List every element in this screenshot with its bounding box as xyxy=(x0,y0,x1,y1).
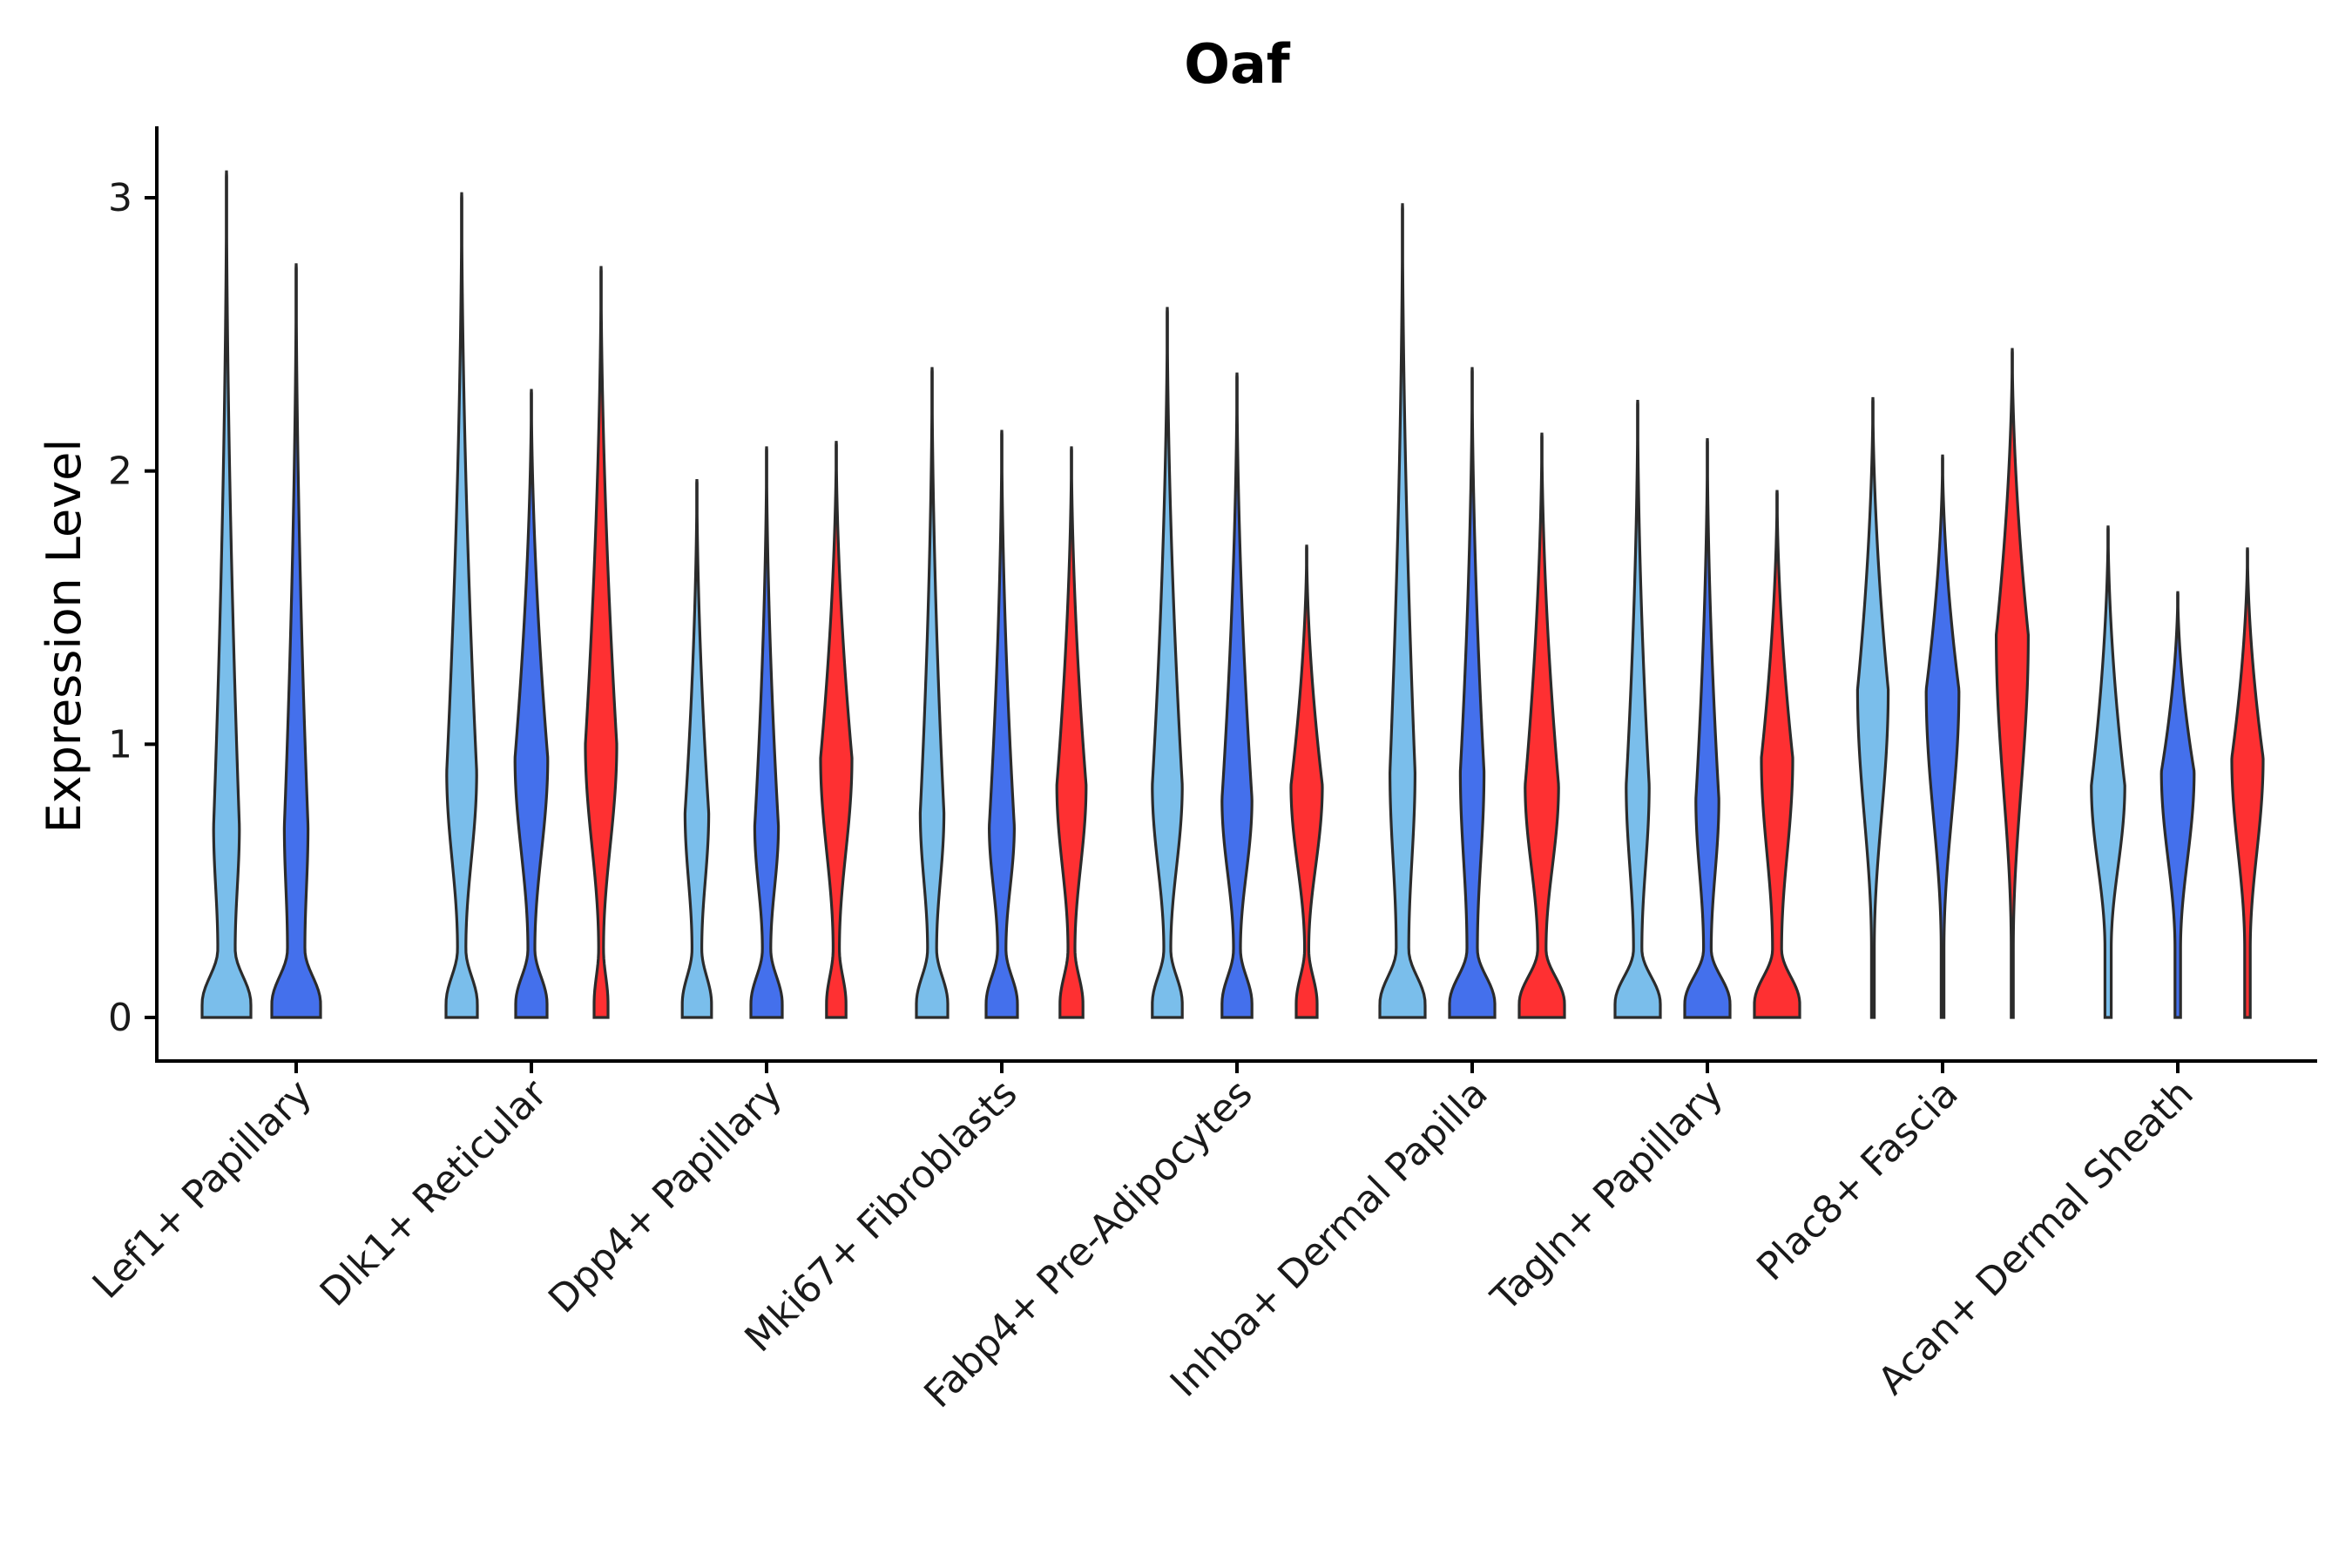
violin-acan-dermal-sheath-3 xyxy=(2230,547,2265,1019)
y-axis-title: Expression Level xyxy=(37,439,91,834)
y-tick-label: 0 xyxy=(108,996,132,1040)
x-tick-label-plac8-fascia: Plac8+ Fascia xyxy=(1748,1071,1967,1290)
violin-acan-dermal-sheath-2 xyxy=(2159,591,2196,1019)
x-tick-label-dpp4-papillary: Dpp4+ Papillary xyxy=(540,1071,791,1322)
violin-inhba-dermal-papilla-3 xyxy=(1517,432,1566,1019)
violin-dlk1-reticular-3 xyxy=(584,266,618,1019)
violin-dpp4-papillary-2 xyxy=(749,446,784,1019)
violin-inhba-dermal-papilla-2 xyxy=(1448,367,1497,1019)
violin-dlk1-reticular-1 xyxy=(444,192,479,1019)
y-tick-label: 3 xyxy=(108,176,132,220)
x-tick-label-lef1-papillary: Lef1+ Papillary xyxy=(84,1071,321,1308)
violin-plac8-fascia-1 xyxy=(1855,396,1890,1019)
violin-tagln-papillary-3 xyxy=(1753,490,1801,1019)
violin-tagln-papillary-2 xyxy=(1683,437,1732,1019)
violin-tagln-papillary-1 xyxy=(1613,400,1662,1019)
violin-fabp4-pre-adipocytes-3 xyxy=(1289,544,1324,1019)
violin-mki67-fibroblasts-3 xyxy=(1055,446,1088,1019)
violin-lef1-papillary-2 xyxy=(270,263,322,1019)
y-ticks-layer: 0 1 2 3 xyxy=(108,176,157,1040)
violin-mki67-fibroblasts-2 xyxy=(984,429,1019,1019)
violin-acan-dermal-sheath-1 xyxy=(2090,525,2126,1019)
violin-plac8-fascia-3 xyxy=(1994,348,2031,1019)
y-tick-label: 1 xyxy=(108,722,132,767)
violin-plac8-fascia-2 xyxy=(1924,454,1961,1019)
x-tick-label-dlk1-reticular: Dlk1+ Reticular xyxy=(312,1071,557,1315)
violin-lef1-papillary-1 xyxy=(200,170,253,1019)
violins-layer xyxy=(200,170,2265,1019)
violin-dpp4-papillary-1 xyxy=(680,478,713,1019)
violin-inhba-dermal-papilla-1 xyxy=(1378,203,1427,1019)
x-tick-label-tagln-papillary: Tagln+ Papillary xyxy=(1483,1071,1732,1321)
chart-title: Oaf xyxy=(1184,32,1291,96)
violin-fabp4-pre-adipocytes-2 xyxy=(1220,372,1254,1019)
y-tick-label: 2 xyxy=(108,449,132,494)
violin-dlk1-reticular-2 xyxy=(513,389,550,1019)
violin-mki67-fibroblasts-1 xyxy=(915,367,950,1019)
violin-dpp4-papillary-3 xyxy=(819,441,854,1019)
violin-fabp4-pre-adipocytes-1 xyxy=(1151,307,1184,1019)
